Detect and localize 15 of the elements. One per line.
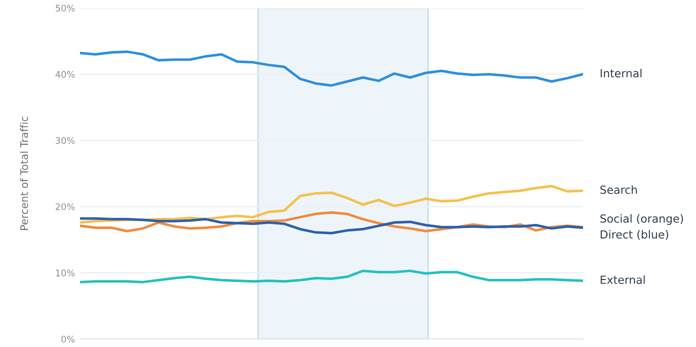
- y-tick-label: 0%: [61, 336, 75, 343]
- line-series: [80, 217, 583, 234]
- line-series: [80, 270, 583, 284]
- y-tick-label: 10%: [56, 270, 75, 276]
- series-label: Direct (blue): [600, 230, 668, 240]
- y-tick-label: 40%: [56, 70, 75, 78]
- y-axis-title: Percent of Total Traffic: [20, 116, 28, 230]
- y-tick-label: 20%: [56, 203, 75, 210]
- series-label: Social (orange): [600, 214, 683, 225]
- series-label: Internal: [600, 68, 642, 78]
- series-label: Search: [600, 185, 637, 194]
- y-tick-label: 50%: [56, 4, 75, 12]
- line-series: [80, 50, 583, 87]
- series-label: External: [600, 275, 645, 284]
- y-tick-label: 30%: [56, 137, 75, 144]
